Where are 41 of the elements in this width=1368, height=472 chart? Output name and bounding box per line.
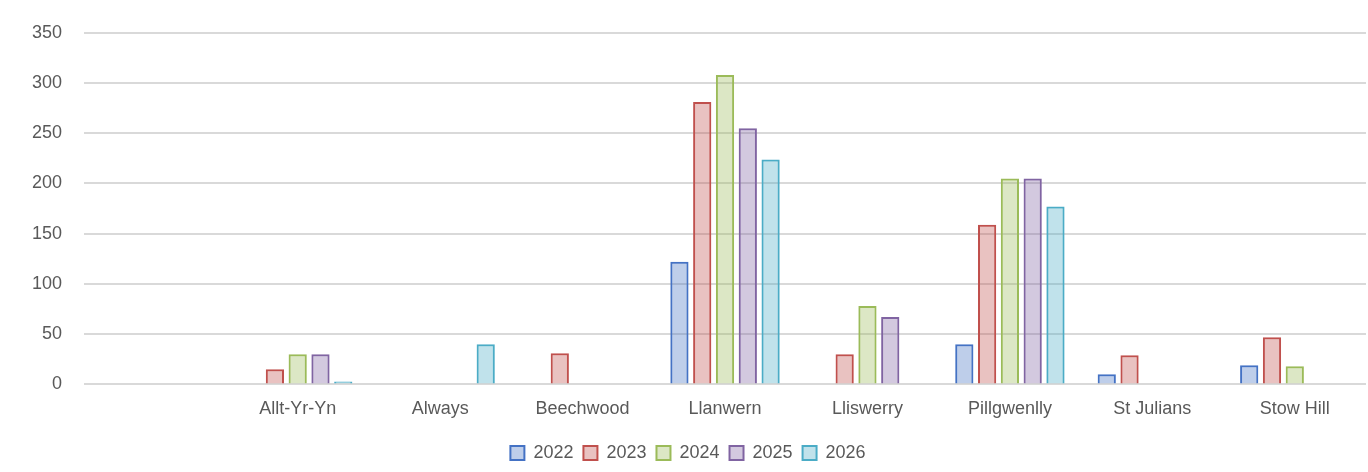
legend-label: 2023 xyxy=(606,441,647,462)
y-tick-label: 50 xyxy=(42,323,63,344)
x-tick-label: Always xyxy=(411,398,469,419)
y-tick-label: 150 xyxy=(31,222,63,243)
bar xyxy=(955,344,974,384)
y-tick-label: 300 xyxy=(31,72,63,92)
bar xyxy=(288,354,307,384)
legend-label: 2026 xyxy=(825,441,866,462)
bar xyxy=(881,317,900,384)
legend-label: 2025 xyxy=(752,441,793,462)
x-tick-label: Stow Hill xyxy=(1259,398,1330,419)
bar xyxy=(1023,178,1042,384)
bar xyxy=(693,102,712,384)
bar xyxy=(835,354,854,384)
x-tick-label: St Julians xyxy=(1113,398,1192,419)
bar xyxy=(1046,206,1065,384)
y-tick-label: 200 xyxy=(31,172,63,193)
x-tick-label: Beechwood xyxy=(535,398,630,419)
bar xyxy=(1000,178,1020,384)
y-tick-label: 250 xyxy=(31,122,63,143)
bar xyxy=(1262,337,1282,384)
bar xyxy=(715,74,735,384)
bar xyxy=(761,159,780,384)
x-tick-label: Allt-Yr-Yn xyxy=(259,398,337,419)
legend-label: 2024 xyxy=(679,441,720,462)
bar xyxy=(550,353,569,384)
y-tick-label: 350 xyxy=(31,21,63,42)
bar xyxy=(476,344,495,384)
y-tick-label: 100 xyxy=(31,272,63,293)
bar xyxy=(1120,355,1139,384)
bar xyxy=(670,261,689,384)
x-tick-label: Llanwern xyxy=(688,398,762,419)
bar xyxy=(858,306,877,384)
bar xyxy=(977,224,997,384)
x-tick-label: Pillgwenlly xyxy=(967,398,1052,419)
x-tick-label: Lliswerry xyxy=(831,398,903,419)
legend-label: 2022 xyxy=(533,441,574,462)
bar xyxy=(311,354,330,384)
bar xyxy=(738,128,757,384)
bar xyxy=(1097,374,1116,384)
y-tick-label: 0 xyxy=(52,373,63,394)
